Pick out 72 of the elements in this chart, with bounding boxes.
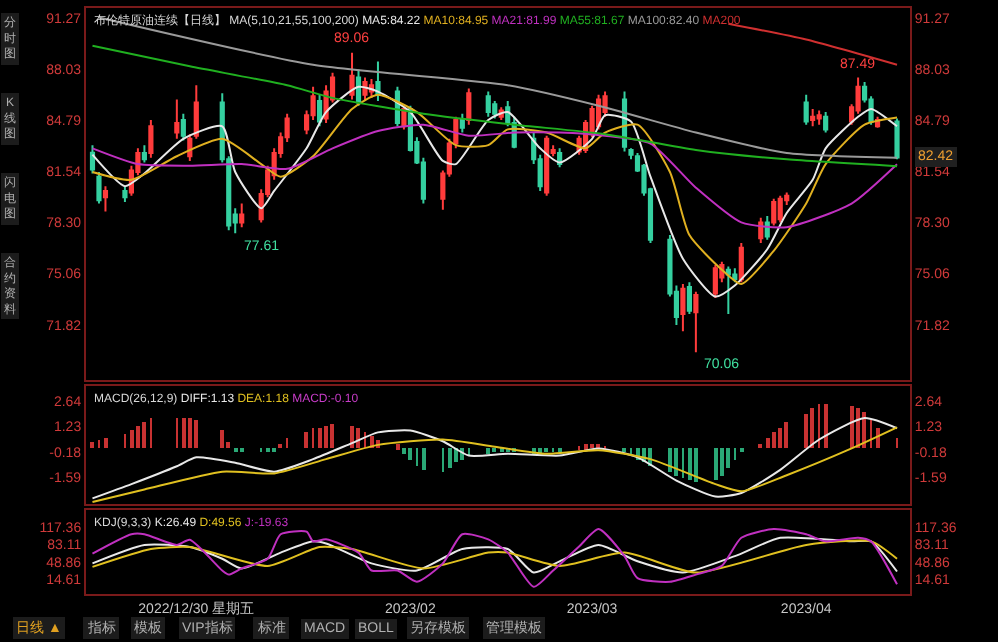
bar <box>668 447 672 472</box>
bar <box>784 421 788 448</box>
bar <box>804 413 808 448</box>
bar <box>674 447 678 476</box>
bar <box>766 437 770 448</box>
bar <box>810 407 814 448</box>
candlestick <box>777 194 783 224</box>
candlestick <box>693 290 699 354</box>
candlestick <box>764 215 770 241</box>
candlestick <box>174 98 180 140</box>
bar <box>772 431 776 448</box>
candlestick <box>680 282 686 333</box>
bar <box>714 447 718 480</box>
candlestick <box>459 112 465 134</box>
candlestick <box>738 241 744 284</box>
bar <box>402 447 406 454</box>
bar <box>688 447 692 480</box>
bar <box>850 405 854 448</box>
candlestick <box>544 134 550 197</box>
candlestick <box>803 93 809 126</box>
candlestick <box>148 118 154 159</box>
candlestick <box>180 112 186 142</box>
bar <box>188 417 192 448</box>
line-series <box>97 16 899 159</box>
candlestick <box>771 197 777 227</box>
bar <box>220 429 224 448</box>
bar <box>90 441 94 448</box>
candlestick <box>239 202 245 229</box>
candlestick <box>712 264 718 300</box>
candlestick <box>485 90 491 118</box>
bar <box>356 427 360 448</box>
bar <box>142 421 146 448</box>
bar <box>194 419 198 448</box>
bar <box>856 407 860 448</box>
bar <box>824 403 828 448</box>
bar <box>448 447 452 468</box>
bar <box>726 447 730 468</box>
bar <box>396 443 400 450</box>
bar <box>130 429 134 448</box>
candlestick <box>894 117 900 161</box>
candlestick <box>810 107 816 128</box>
candlestick <box>349 51 355 101</box>
bar <box>408 447 412 460</box>
candlestick <box>492 100 498 120</box>
line-series <box>91 44 899 168</box>
candlestick <box>96 170 102 205</box>
bar <box>486 447 490 454</box>
candlestick <box>102 185 109 213</box>
candlestick <box>316 93 323 128</box>
candlestick <box>141 144 147 164</box>
candlestick <box>686 281 692 315</box>
candlestick <box>89 144 96 175</box>
bar <box>304 431 308 448</box>
bar <box>318 427 322 448</box>
bar <box>720 447 724 476</box>
bar <box>330 423 334 448</box>
line-series <box>91 123 899 229</box>
bar <box>422 447 426 470</box>
candlestick <box>466 87 472 126</box>
bar <box>136 425 140 448</box>
bar <box>778 427 782 448</box>
candlestick <box>823 111 829 134</box>
candlestick <box>758 216 764 244</box>
bar <box>694 447 698 482</box>
bar <box>182 417 186 448</box>
candlestick <box>122 185 128 203</box>
line-series <box>91 528 899 588</box>
bar <box>104 437 108 448</box>
candlestick <box>816 109 822 126</box>
candlestick <box>362 76 368 103</box>
candlestick <box>375 60 381 103</box>
bar <box>324 425 328 448</box>
